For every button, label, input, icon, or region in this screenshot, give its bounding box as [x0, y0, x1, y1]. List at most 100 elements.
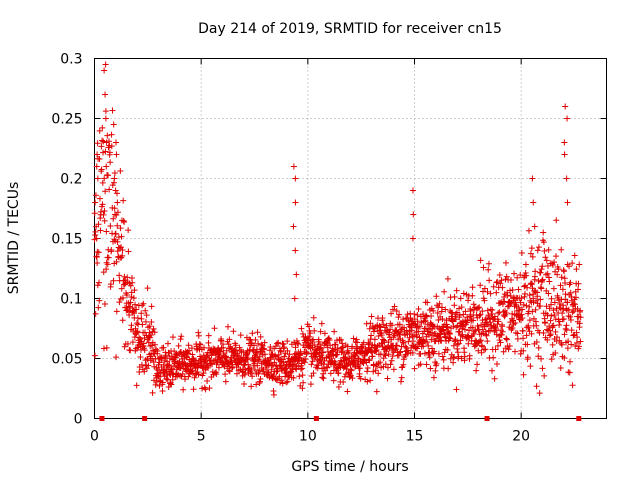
data-point [547, 331, 554, 338]
data-point [544, 270, 551, 277]
data-point [476, 304, 483, 311]
data-point [102, 61, 109, 68]
data-point [101, 67, 108, 74]
data-point [531, 223, 538, 230]
data-point [373, 388, 380, 395]
data-point [146, 334, 153, 341]
data-point [447, 335, 454, 342]
data-point [566, 369, 573, 376]
data-point [114, 199, 121, 206]
baseline-marker [576, 416, 582, 421]
data-point [310, 370, 317, 377]
data-point [236, 352, 243, 359]
data-point [103, 344, 110, 351]
data-point [375, 370, 382, 377]
data-point [534, 293, 541, 300]
data-point [199, 385, 206, 392]
data-point [390, 366, 397, 373]
data-point [524, 284, 531, 291]
data-point [253, 381, 260, 388]
data-point [261, 351, 268, 358]
data-point [138, 310, 145, 317]
data-point [112, 230, 119, 237]
data-point [559, 310, 566, 317]
data-point [261, 339, 268, 346]
data-point [318, 320, 325, 327]
data-point [537, 296, 544, 303]
data-point [111, 205, 118, 212]
data-point [274, 340, 281, 347]
data-point [185, 350, 192, 357]
data-point [335, 384, 342, 391]
data-point [465, 333, 472, 340]
data-point [541, 247, 548, 254]
data-point [118, 244, 125, 251]
data-point [302, 356, 309, 363]
data-point [344, 388, 351, 395]
data-point [512, 348, 519, 355]
data-point [114, 248, 121, 255]
data-point [311, 327, 318, 334]
data-point [562, 325, 569, 332]
data-point [400, 316, 407, 323]
data-point [241, 380, 248, 387]
data-point [154, 347, 161, 354]
data-point [576, 261, 583, 268]
data-point [504, 292, 511, 299]
data-point [465, 297, 472, 304]
data-point [92, 199, 99, 206]
data-point [278, 377, 285, 384]
data-point [506, 342, 513, 349]
data-point [103, 163, 110, 170]
data-point [110, 277, 117, 284]
data-point [309, 358, 316, 365]
data-point [331, 328, 338, 335]
data-point [103, 139, 110, 146]
data-point [256, 357, 263, 364]
data-point [420, 311, 427, 318]
data-point [258, 341, 265, 348]
data-point [395, 352, 402, 359]
data-point [246, 336, 253, 343]
data-point [520, 335, 527, 342]
data-point [110, 121, 117, 128]
data-point [476, 338, 483, 345]
data-point [113, 308, 120, 315]
data-point [566, 358, 573, 365]
data-point [478, 349, 485, 356]
data-point [111, 175, 118, 182]
data-point [460, 290, 467, 297]
chart-title: Day 214 of 2019, SRMTID for receiver cn1… [198, 21, 502, 37]
data-point [127, 282, 134, 289]
data-point [497, 339, 504, 346]
data-point [91, 352, 98, 359]
data-point [555, 297, 562, 304]
data-point [335, 370, 342, 377]
data-point [498, 277, 505, 284]
data-point [206, 385, 213, 392]
data-point [438, 304, 445, 311]
data-point [521, 283, 528, 290]
data-point [441, 288, 448, 295]
data-point [567, 279, 574, 286]
data-point [424, 299, 431, 306]
data-point [151, 329, 158, 336]
data-point [153, 346, 160, 353]
data-point [205, 332, 212, 339]
data-point [388, 310, 395, 317]
data-point [481, 285, 488, 292]
data-point [415, 328, 422, 335]
data-point [509, 286, 516, 293]
data-point [520, 371, 527, 378]
data-point [299, 372, 306, 379]
data-point [95, 249, 102, 256]
data-point [273, 362, 280, 369]
data-point [487, 319, 494, 326]
data-point [303, 349, 310, 356]
data-point [393, 342, 400, 349]
data-point [553, 334, 560, 341]
data-point [549, 262, 556, 269]
data-point [332, 359, 339, 366]
data-point [474, 323, 481, 330]
data-point [137, 354, 144, 361]
